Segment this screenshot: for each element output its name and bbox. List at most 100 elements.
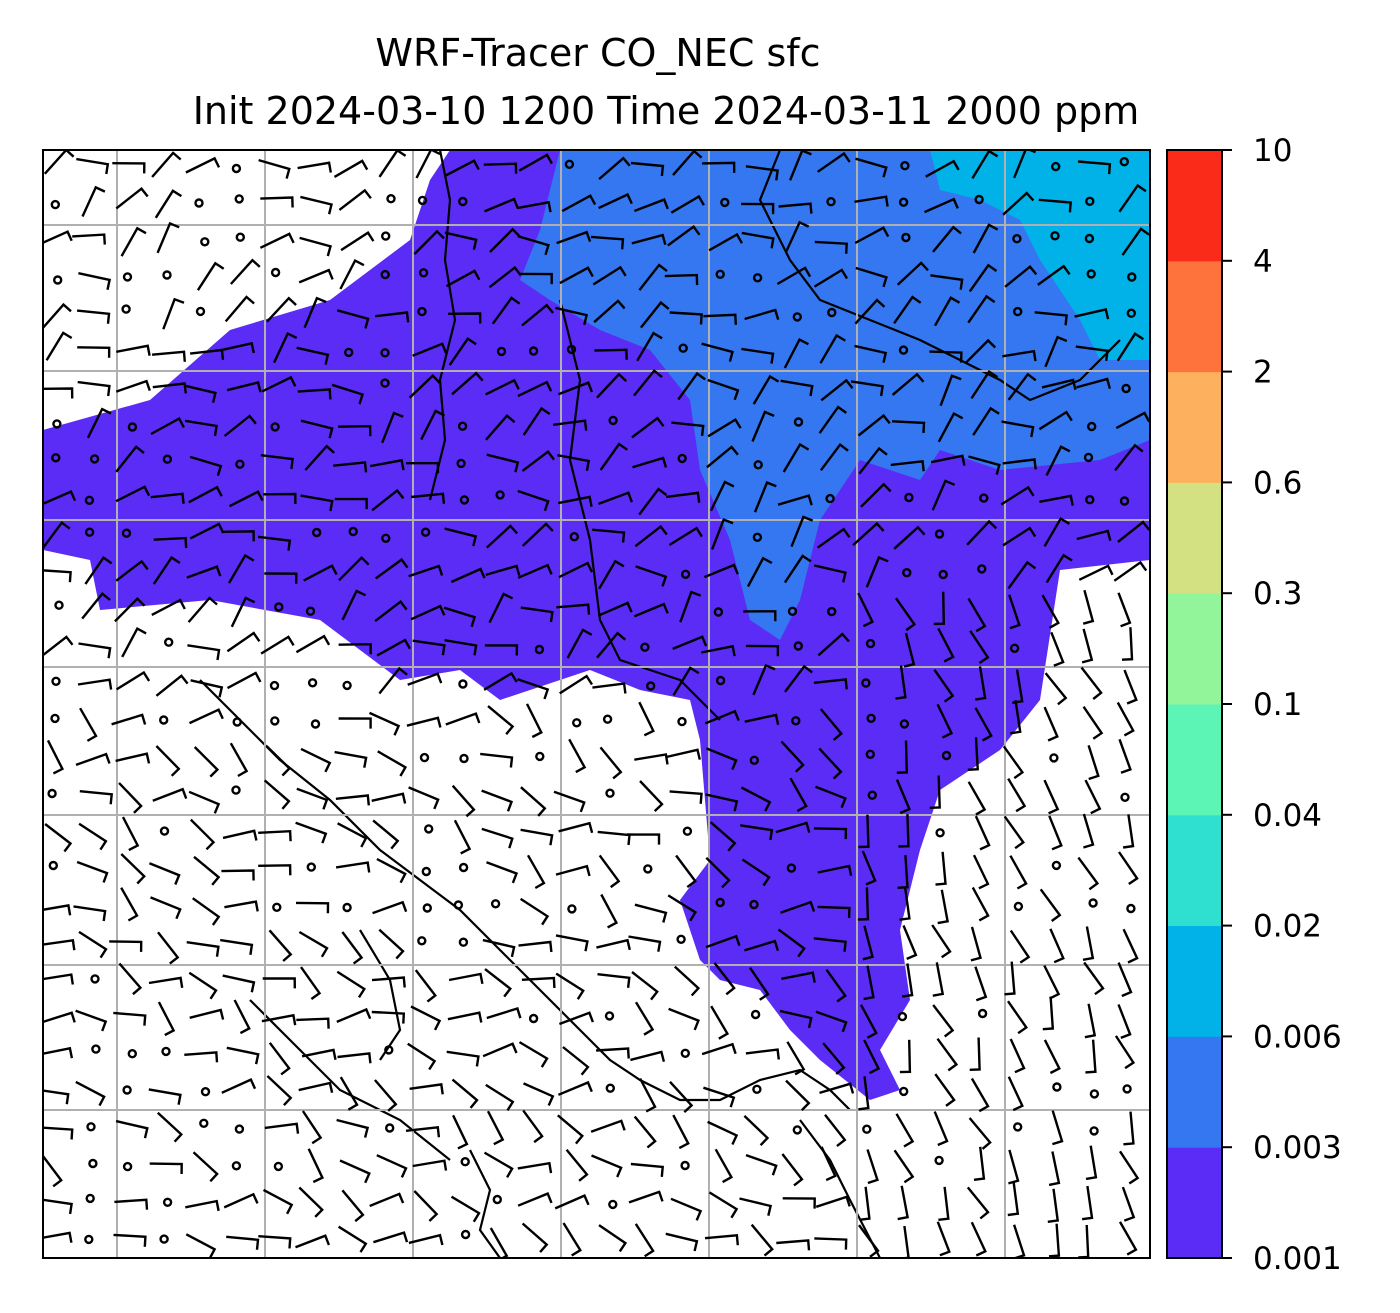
wind-barb <box>307 1148 324 1184</box>
wind-barb <box>43 973 74 985</box>
calm-wind-circle <box>162 1197 173 1208</box>
wind-barb <box>815 1010 848 1033</box>
wind-barb <box>226 631 261 653</box>
wind-barb <box>669 311 703 325</box>
wind-barb <box>1116 701 1135 737</box>
wind-barb <box>520 828 554 846</box>
wind-barb <box>1082 813 1095 849</box>
wind-barb <box>184 419 218 437</box>
wind-barb <box>409 1083 444 1095</box>
wind-barb <box>1081 1185 1094 1221</box>
wind-barb <box>295 634 331 654</box>
calm-wind-circle <box>269 680 280 691</box>
wind-barb <box>929 775 941 809</box>
wind-barb <box>639 780 664 812</box>
wind-barb <box>156 1111 183 1143</box>
wind-barb <box>1000 485 1035 506</box>
wind-barb <box>708 1191 739 1219</box>
wind-barb <box>109 940 143 952</box>
wind-barb <box>626 833 661 845</box>
wind-barb <box>970 926 982 962</box>
wind-barb <box>525 703 543 739</box>
wind-barb <box>220 938 254 955</box>
wind-barb <box>298 1186 324 1218</box>
colorbar-segment <box>1167 1036 1222 1148</box>
wind-barb <box>1010 700 1022 735</box>
wind-barb <box>303 296 327 329</box>
wind-barb <box>1122 928 1139 964</box>
wind-barb <box>1044 672 1068 706</box>
calm-wind-circle <box>453 900 464 910</box>
wind-barb <box>854 226 890 245</box>
wind-barb <box>338 642 372 655</box>
wind-barb <box>786 1041 806 1076</box>
wind-barb <box>185 156 221 174</box>
wind-barb <box>1080 666 1103 700</box>
wind-barb <box>863 965 875 1001</box>
wind-barb <box>516 200 552 213</box>
wind-barb <box>553 419 588 431</box>
wind-barb <box>820 1146 837 1182</box>
wind-barb <box>375 311 410 323</box>
wind-barb <box>1043 1039 1061 1075</box>
colorbar-ticks: 0.001 0.003 0.006 0.02 0.04 0.1 0.3 0.6 2 4 10 <box>1222 133 1342 1277</box>
wind-barb <box>1007 560 1037 590</box>
wind-barb <box>480 752 514 768</box>
wind-barb <box>484 968 512 998</box>
calm-wind-circle <box>1013 901 1024 912</box>
wind-barb <box>745 644 780 657</box>
wind-barb <box>1051 1110 1064 1146</box>
wind-barb <box>77 678 113 690</box>
wind-barb <box>555 934 589 952</box>
calm-wind-circle <box>1085 495 1095 505</box>
calm-wind-circle <box>274 602 284 612</box>
colorbar-tick-label: 0.04 <box>1253 798 1322 834</box>
wind-barb <box>1084 1003 1097 1039</box>
wind-barb <box>599 442 628 471</box>
wind-barb <box>672 635 708 651</box>
wind-barb <box>559 674 594 695</box>
wind-barb <box>75 1080 106 1107</box>
wind-barb <box>226 1235 260 1250</box>
wind-barb <box>521 450 555 472</box>
wind-barb <box>185 1233 217 1258</box>
wind-barb <box>78 930 108 959</box>
wind-barb <box>633 198 669 213</box>
calm-wind-circle <box>273 1161 284 1172</box>
calm-wind-circle <box>490 899 501 909</box>
wind-barb <box>43 1231 73 1243</box>
wind-barb <box>929 350 963 363</box>
wind-barb <box>753 481 777 513</box>
wind-barb <box>188 708 224 725</box>
calm-wind-circle <box>384 1045 394 1055</box>
wind-barb <box>597 973 631 988</box>
wind-barb <box>817 905 851 919</box>
wind-barb <box>556 603 591 615</box>
colorbar-tick-label: 0.001 <box>1253 1241 1342 1277</box>
wind-barb <box>854 195 889 207</box>
colorbar-segment <box>1167 593 1222 705</box>
wind-barb <box>521 303 555 327</box>
wind-barb <box>189 522 225 540</box>
wind-barb <box>1009 929 1031 964</box>
wind-barb <box>814 1237 848 1250</box>
wind-barb <box>150 492 185 504</box>
wind-barb <box>1121 227 1150 256</box>
calm-wind-circle <box>898 345 909 355</box>
calm-wind-circle <box>715 675 726 686</box>
wind-barb <box>336 970 366 999</box>
wind-barb <box>634 753 669 765</box>
wind-barb <box>1007 372 1037 401</box>
wind-barb <box>902 963 914 998</box>
wind-barb <box>486 1110 505 1146</box>
wind-barb <box>857 413 891 437</box>
wind-barb <box>369 711 401 736</box>
wind-barb <box>76 157 110 175</box>
calm-wind-circle <box>195 306 206 317</box>
wind-barb <box>939 374 962 407</box>
wind-barb <box>781 1153 804 1187</box>
wind-barb <box>1002 191 1035 216</box>
wind-barb <box>1118 851 1139 885</box>
wind-barb <box>675 854 697 889</box>
wind-barb <box>338 556 370 582</box>
